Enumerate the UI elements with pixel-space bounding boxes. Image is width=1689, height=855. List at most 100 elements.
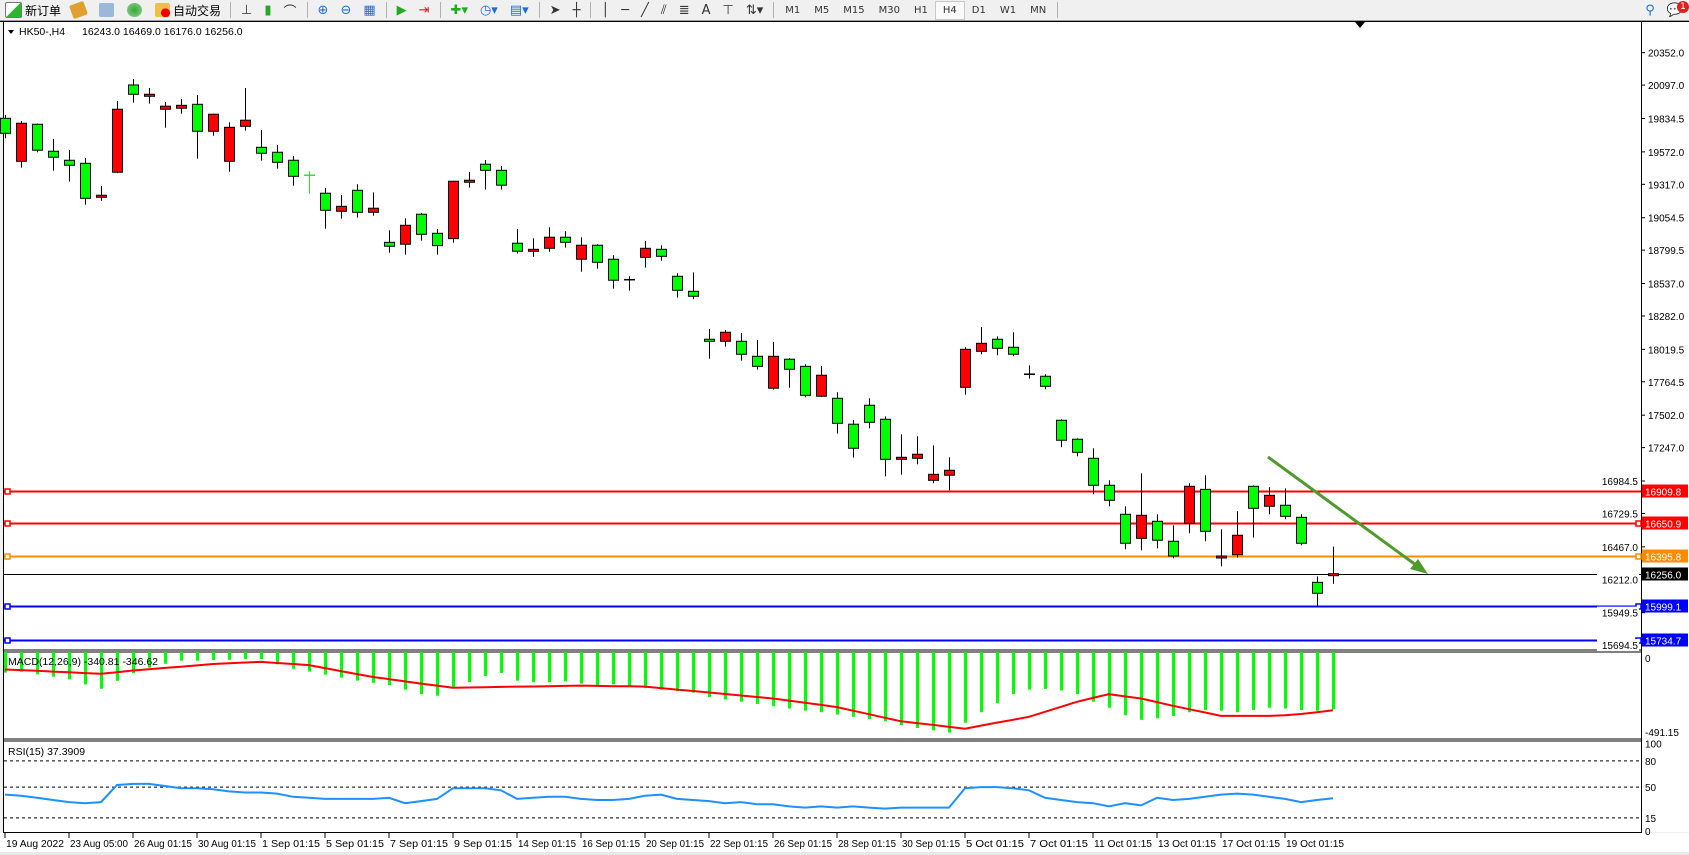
- vertical-line-icon[interactable]: │: [601, 2, 610, 18]
- candle-body: [1312, 581, 1323, 594]
- macd-histogram-bar: [1172, 652, 1175, 717]
- folder-button[interactable]: [66, 0, 94, 20]
- macd-histogram-bar: [644, 652, 647, 689]
- candle: [128, 78, 139, 103]
- timeframe-h4[interactable]: H4: [934, 0, 965, 20]
- price-tags-layer: 16909.8 16650.9 16395.8 16256.0 15999.1 15734…: [1642, 484, 1688, 648]
- candle: [304, 171, 315, 194]
- macd-histogram-bar: [468, 652, 471, 683]
- candle-body: [896, 456, 907, 460]
- candle: [160, 102, 171, 128]
- auto-trading-label: 自动交易: [173, 3, 222, 18]
- macd-histogram-bar: [932, 652, 935, 731]
- candle-body: [688, 290, 699, 297]
- timeframe-d1[interactable]: D1: [971, 4, 986, 16]
- toolbar-separator: [439, 2, 441, 18]
- new-order-button[interactable]: 新订单: [0, 0, 66, 20]
- price-tick-label: 17502.0: [1648, 411, 1685, 422]
- folder-icon: [69, 0, 88, 20]
- macd-histogram-bar: [1108, 652, 1111, 708]
- candle: [1264, 487, 1275, 515]
- price-tick-label: 18282.0: [1648, 312, 1685, 323]
- macd-histogram-bar: [804, 652, 807, 711]
- macd-histogram-bar: [596, 652, 599, 686]
- timeframe-mn[interactable]: MN: [1030, 4, 1047, 16]
- macd-histogram-bar: [260, 652, 263, 660]
- search-icon[interactable]: ⚲: [1645, 2, 1655, 18]
- timeframe-m1[interactable]: M1: [785, 4, 801, 16]
- chat-icon[interactable]: 💬 1: [1661, 0, 1689, 18]
- autoscroll-icon[interactable]: ▶: [396, 2, 407, 18]
- timeframe-w1[interactable]: W1: [999, 4, 1017, 16]
- macd-histogram-bar: [52, 652, 55, 677]
- macd-histogram-bar: [132, 652, 135, 674]
- candle: [704, 328, 715, 359]
- periods-icon[interactable]: ◷▾: [479, 2, 498, 18]
- candle-body: [1248, 485, 1259, 509]
- candle-body: [1056, 419, 1067, 441]
- timeframe-m5[interactable]: M5: [814, 4, 830, 16]
- horizontal-line-icon[interactable]: ─: [621, 2, 630, 18]
- collapse-triangle-icon[interactable]: [8, 30, 14, 34]
- indicators-icon[interactable]: ✚▾: [450, 2, 468, 18]
- chart-shift-icon[interactable]: ⇥: [418, 2, 430, 18]
- toolbar-separator: [306, 2, 308, 18]
- candle-body: [1088, 457, 1099, 486]
- price-tag: [1642, 567, 1688, 581]
- trendline-icon[interactable]: ╱: [641, 2, 649, 18]
- candle-body: [272, 151, 283, 163]
- timeframe-h1[interactable]: H1: [913, 4, 928, 16]
- market-watch-button[interactable]: [94, 0, 122, 20]
- candle: [400, 218, 411, 255]
- candle-body: [320, 192, 331, 211]
- macd-histogram-bar: [292, 652, 295, 669]
- price-tag-label: 16395.8: [1645, 553, 1682, 564]
- candle: [1232, 511, 1243, 558]
- bar-chart-icon[interactable]: ⊥: [241, 2, 253, 18]
- candle-body: [1168, 540, 1179, 557]
- candle-body: [352, 189, 363, 213]
- signals-button[interactable]: [122, 0, 150, 20]
- notification-badge: 1: [1677, 0, 1689, 13]
- macd-histogram-bar: [1284, 652, 1287, 709]
- candle: [1184, 483, 1195, 534]
- channel-icon[interactable]: ⫽: [660, 2, 667, 18]
- time-tick-label: 5 Oct 01:15: [966, 839, 1024, 850]
- price-tick-label: 15694.5: [1602, 641, 1639, 652]
- time-tick-label: 19 Oct 01:15: [1286, 839, 1344, 850]
- timeframe-m15[interactable]: M15: [843, 4, 865, 16]
- timeframe-m30[interactable]: M30: [878, 4, 900, 16]
- price-tick-label-background: [1597, 573, 1639, 586]
- candle-body: [0, 117, 11, 134]
- candle: [928, 445, 939, 484]
- candle-body: [240, 119, 251, 127]
- cursor-icon[interactable]: ➤: [549, 2, 561, 18]
- macd-histogram-bar: [564, 652, 567, 682]
- toolbar-separator: [590, 2, 592, 18]
- candle: [544, 227, 555, 252]
- text-icon[interactable]: A: [701, 2, 711, 18]
- zoom-in-icon[interactable]: ⊕: [317, 2, 329, 18]
- arrows-icon[interactable]: ⇅▾: [745, 2, 764, 18]
- candlestick-icon[interactable]: ▮: [264, 2, 272, 18]
- auto-trading-button[interactable]: 自动交易: [150, 0, 226, 20]
- candle-body: [640, 247, 651, 258]
- crosshair-icon[interactable]: ┼: [572, 2, 581, 18]
- price-tick-label: 19317.0: [1648, 180, 1685, 191]
- macd-histogram-bar: [772, 652, 775, 707]
- text-label-icon[interactable]: ⊤: [722, 2, 734, 18]
- line-chart-icon[interactable]: ⌒: [283, 4, 297, 20]
- zoom-out-icon[interactable]: ⊖: [340, 2, 352, 18]
- tile-windows-icon[interactable]: ▦: [363, 2, 376, 18]
- chart-window[interactable]: 0 -491.15 100 80 50 15 0 20352.0 20097.0 19834.…: [0, 21, 1689, 855]
- candle: [864, 398, 875, 429]
- candle-body: [464, 179, 475, 183]
- templates-icon[interactable]: ▤▾: [509, 2, 529, 18]
- candle-body: [416, 213, 427, 235]
- fibonacci-icon[interactable]: ≣: [678, 2, 690, 18]
- time-tick-label: 23 Aug 05:00: [70, 839, 128, 850]
- candle: [96, 185, 107, 201]
- candle-body: [608, 258, 619, 281]
- chart-shift-marker[interactable]: [1355, 22, 1365, 28]
- price-tick-label-background: [1597, 540, 1639, 553]
